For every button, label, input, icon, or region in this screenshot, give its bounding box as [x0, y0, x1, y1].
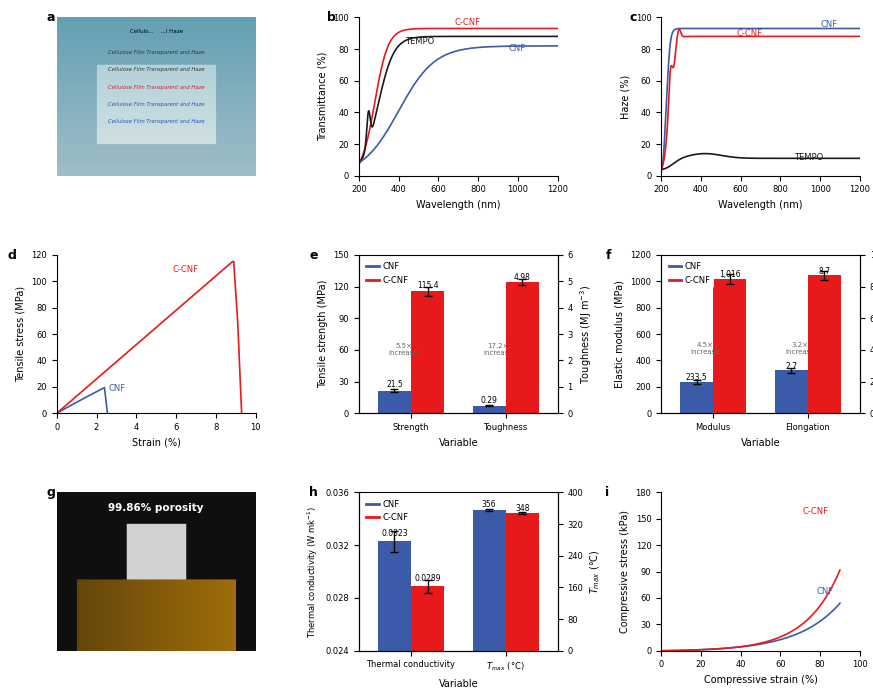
Bar: [774, 370, 808, 413]
Y-axis label: Compressive stress (kPa): Compressive stress (kPa): [620, 510, 630, 633]
Text: 115.4: 115.4: [416, 281, 438, 290]
Text: C-CNF: C-CNF: [737, 29, 763, 38]
Bar: [378, 390, 411, 413]
Text: f: f: [606, 248, 611, 262]
Text: 17.2×
increase: 17.2× increase: [484, 343, 512, 356]
Legend: CNF, C-CNF: CNF, C-CNF: [665, 259, 714, 288]
Y-axis label: Toughness (MJ m$^{-3}$): Toughness (MJ m$^{-3}$): [579, 285, 595, 383]
Y-axis label: Transmittance (%): Transmittance (%): [318, 52, 328, 141]
Bar: [808, 276, 841, 413]
Text: 4.98: 4.98: [514, 273, 531, 282]
Text: 0.0289: 0.0289: [415, 574, 441, 583]
Text: 1,016: 1,016: [719, 269, 740, 278]
Text: 233.5: 233.5: [685, 373, 707, 382]
Text: a: a: [47, 11, 55, 24]
Text: 99.86% porosity: 99.86% porosity: [108, 503, 204, 514]
Y-axis label: Tensile stress (MPa): Tensile stress (MPa): [16, 286, 25, 382]
X-axis label: Variable: Variable: [438, 679, 478, 688]
Bar: [411, 586, 444, 696]
Bar: [505, 282, 539, 413]
Bar: [505, 513, 539, 651]
Y-axis label: Thermal conductivity (W mk$^{-1}$): Thermal conductivity (W mk$^{-1}$): [306, 505, 320, 638]
Text: 0.0323: 0.0323: [382, 529, 408, 538]
Text: CNF: CNF: [820, 20, 837, 29]
Text: 3.2×
increase: 3.2× increase: [786, 342, 815, 355]
Text: C-CNF: C-CNF: [454, 18, 480, 27]
Text: 2.7: 2.7: [786, 362, 797, 370]
Text: b: b: [327, 11, 336, 24]
Text: Cellulose Film Transparent and Haze: Cellulose Film Transparent and Haze: [108, 85, 204, 90]
Text: Cellulose Film Transparent and Haze: Cellulose Film Transparent and Haze: [108, 102, 204, 107]
Text: d: d: [7, 248, 16, 262]
Text: C-CNF: C-CNF: [172, 265, 198, 274]
Bar: [472, 510, 505, 651]
Text: e: e: [309, 248, 318, 262]
X-axis label: Variable: Variable: [740, 438, 780, 448]
Bar: [713, 279, 746, 413]
X-axis label: Variable: Variable: [438, 438, 478, 448]
Legend: CNF, C-CNF: CNF, C-CNF: [363, 496, 411, 525]
Text: 4.5×
increase: 4.5× increase: [691, 342, 720, 355]
X-axis label: Strain (%): Strain (%): [132, 438, 181, 448]
Text: CNF: CNF: [508, 44, 526, 53]
Bar: [411, 292, 444, 413]
Y-axis label: $T_{max}$ (°C): $T_{max}$ (°C): [589, 549, 602, 594]
Text: Cellulo...    ...l Haze: Cellulo... ...l Haze: [130, 29, 182, 34]
Text: TEMPO: TEMPO: [405, 38, 434, 47]
Bar: [680, 382, 713, 413]
Bar: [472, 406, 505, 413]
Text: 356: 356: [482, 500, 497, 509]
Text: 348: 348: [515, 504, 530, 513]
Text: h: h: [309, 486, 318, 499]
Y-axis label: Tensile strength (MPa): Tensile strength (MPa): [318, 280, 328, 388]
Text: Cellulose Film Transparent and Haze: Cellulose Film Transparent and Haze: [108, 50, 204, 55]
Text: CNF: CNF: [816, 587, 834, 596]
Text: Cellulose Film Transparent and Haze: Cellulose Film Transparent and Haze: [108, 68, 204, 72]
Text: C-CNF: C-CNF: [802, 507, 828, 516]
Bar: [378, 541, 411, 696]
Text: 5.5×
increase: 5.5× increase: [388, 343, 418, 356]
Text: c: c: [629, 11, 636, 24]
Text: TEMPO: TEMPO: [794, 153, 823, 162]
Text: CNF: CNF: [108, 383, 126, 393]
Text: 8.7: 8.7: [818, 267, 830, 276]
Text: g: g: [47, 486, 56, 499]
X-axis label: Wavelength (nm): Wavelength (nm): [416, 200, 500, 210]
Text: 21.5: 21.5: [386, 381, 402, 389]
Legend: CNF, C-CNF: CNF, C-CNF: [363, 259, 411, 288]
Text: 0.29: 0.29: [481, 397, 498, 406]
Text: Cellulose Film Transparent and Haze: Cellulose Film Transparent and Haze: [108, 120, 204, 125]
X-axis label: Wavelength (nm): Wavelength (nm): [718, 200, 803, 210]
Y-axis label: Elastic modulus (MPa): Elastic modulus (MPa): [615, 280, 625, 388]
X-axis label: Compressive strain (%): Compressive strain (%): [704, 675, 817, 685]
Text: i: i: [606, 486, 609, 499]
Y-axis label: Haze (%): Haze (%): [620, 74, 630, 119]
